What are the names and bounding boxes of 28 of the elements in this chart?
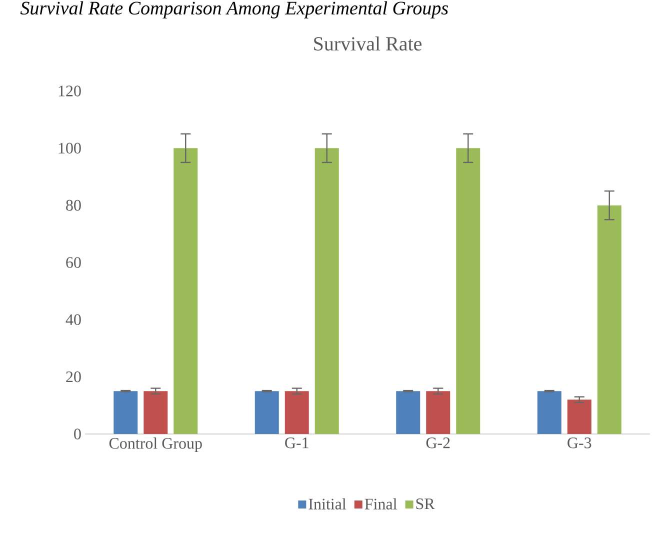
y-tick-label: 80 [66,200,81,211]
bar [396,391,420,434]
legend-label: Final [364,498,397,510]
bar [114,391,138,434]
bar [254,391,279,434]
bar [174,148,198,434]
x-tick-label: G-3 [568,438,592,448]
bar [597,205,622,434]
x-tick-label: G-1 [285,438,308,448]
x-tick-label: Control Group [109,438,202,452]
y-tick-label: 120 [58,86,81,96]
bar [144,391,168,434]
bar [314,148,339,434]
y-tick-label: 40 [66,314,81,326]
bar [567,400,592,434]
chart-title: Survival Rate [314,36,422,51]
bar [456,148,480,434]
y-tick-label: 20 [66,371,81,382]
y-tick-label: 0 [74,428,81,440]
legend-label: SR [416,498,435,510]
x-tick-label: G-2 [426,438,450,448]
legend-label: Initial [308,498,346,510]
y-tick-label: 100 [58,142,81,154]
bar [537,391,562,434]
bar [426,391,450,434]
bar [284,391,309,434]
text: Survival Rate Comparison Among Experimental Groups [20,1,448,18]
y-tick-label: 60 [66,257,81,268]
